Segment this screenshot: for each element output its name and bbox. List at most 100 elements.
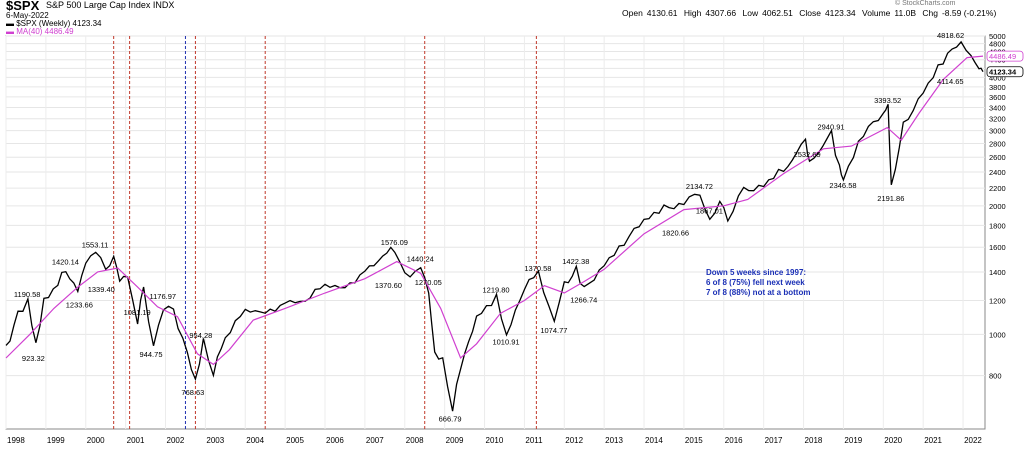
price-series-line	[5, 40, 984, 412]
x-tick-label: 2005	[286, 436, 304, 445]
x-tick-label: 2019	[844, 436, 862, 445]
peak-label: 1420.14	[52, 257, 79, 266]
x-tick-label: 2018	[805, 436, 823, 445]
legend-price: ▬ $SPX (Weekly) 4123.34	[6, 19, 102, 28]
peak-label: 3393.52	[874, 96, 901, 105]
x-tick-label: 2002	[167, 436, 185, 445]
y-tick-label: 1600	[989, 243, 1006, 252]
x-tick-label: 2017	[765, 436, 783, 445]
peak-label: 1553.11	[82, 241, 109, 250]
x-tick-label: 2004	[246, 436, 264, 445]
peak-label: 2532.69	[794, 150, 821, 159]
x-tick-label: 2009	[446, 436, 464, 445]
y-tick-label: 1800	[989, 221, 1006, 230]
y-tick-label: 4000	[989, 73, 1006, 82]
peak-labels: 1190.58 923.32 1420.14 1233.66 1553.11 1339.4…	[14, 31, 964, 424]
peak-label: 1370.60	[375, 281, 402, 290]
x-tick-label: 2001	[127, 436, 145, 445]
annotation-line-3: 7 of 8 (88%) not at a bottom	[706, 288, 811, 297]
legend-price-text: $SPX (Weekly) 4123.34	[16, 19, 102, 28]
annotation-line-1: Down 5 weeks since 1997:	[706, 268, 807, 277]
peak-label: 1081.19	[124, 308, 151, 317]
close-label: Close	[799, 8, 821, 18]
y-axis: 800 1000 1200 1400 1600 1800 2000 2200 2400 2600 2…	[986, 32, 1024, 381]
x-tick-label: 2003	[206, 436, 224, 445]
x-axis: 1998 1999 2000 2001 2002 2003 2004 2005 2006 2007…	[7, 436, 982, 445]
peak-label: 954.28	[189, 331, 212, 340]
peak-label: 1440.24	[407, 255, 434, 264]
y-tick-label: 2000	[989, 202, 1006, 211]
peak-label: 1010.91	[492, 337, 519, 346]
peak-label: 1576.09	[381, 238, 408, 247]
source-watermark: © StockCharts.com	[895, 0, 956, 7]
x-tick-label: 2015	[685, 436, 703, 445]
y-tick-label: 3800	[989, 83, 1006, 92]
y-tick-label: 2400	[989, 168, 1006, 177]
x-tick-label: 2022	[964, 436, 982, 445]
y-tick-label: 800	[989, 372, 1002, 381]
y-tick-label: 2600	[989, 153, 1006, 162]
low-value: 4062.51	[762, 8, 793, 18]
peak-label: 2346.58	[829, 181, 856, 190]
y-tick-label: 3600	[989, 93, 1006, 102]
peak-label: 1270.05	[415, 278, 442, 287]
peak-label: 768.63	[181, 388, 204, 397]
x-tick-label: 2014	[645, 436, 663, 445]
high-label: High	[683, 8, 702, 18]
annotation-line-2: 6 of 8 (75%) fell next week	[706, 278, 805, 287]
chart-date: 6-May-2022	[6, 11, 49, 20]
y-tick-label: 2800	[989, 139, 1006, 148]
peak-label: 1219.80	[482, 285, 509, 294]
x-tick-label: 2016	[725, 436, 743, 445]
x-tick-label: 2011	[525, 436, 543, 445]
y-tick-label: 3000	[989, 127, 1006, 136]
x-tick-label: 2006	[326, 436, 344, 445]
close-value: 4123.34	[824, 8, 856, 18]
x-tick-label: 2020	[884, 436, 902, 445]
low-label: Low	[742, 8, 759, 18]
x-tick-label: 2007	[366, 436, 384, 445]
open-value: 4130.61	[646, 8, 678, 18]
ma-value-tag	[986, 50, 1024, 62]
peak-label: 1867.01	[696, 207, 723, 216]
peak-label: 4114.65	[937, 77, 964, 86]
x-tick-label: 2021	[924, 436, 942, 445]
symbol: $SPX	[6, 0, 40, 13]
x-tick-label: 2000	[87, 436, 105, 445]
y-tick-label: 1000	[989, 330, 1006, 339]
y-tick-label: 1400	[989, 268, 1006, 277]
peak-label: 1233.66	[66, 300, 93, 309]
chg-label: Chg	[922, 8, 938, 18]
series-lines	[5, 40, 984, 412]
chart-header: $SPX S&P 500 Large Cap Index INDX 6-May-…	[0, 0, 1024, 36]
ohlc-readout: Open 4130.61 High 4307.66 Low 4062.51 Close…	[622, 8, 1000, 18]
y-tick-label: 5000	[989, 32, 1006, 41]
volume-label: Volume	[862, 8, 891, 18]
grid	[5, 35, 985, 429]
x-tick-label: 1998	[7, 436, 25, 445]
x-tick-label: 2010	[486, 436, 504, 445]
chg-value: -8.59 (-0.21%)	[941, 8, 997, 18]
x-tick-label: 1999	[47, 436, 65, 445]
y-tick-label: 2200	[989, 184, 1006, 193]
y-tick-label: 4800	[989, 40, 1006, 49]
legend-ma: ▬ MA(40) 4486.49	[6, 27, 74, 36]
price-value-tag-text: 4123.34	[989, 68, 1017, 77]
peak-label: 2191.86	[877, 194, 904, 203]
peak-label: 1176.97	[150, 292, 177, 301]
peak-label: 4818.62	[937, 31, 964, 40]
price-value-tag	[986, 66, 1024, 78]
index-description: S&P 500 Large Cap Index INDX	[46, 0, 175, 10]
peak-label: 666.79	[439, 414, 462, 423]
annotation-box: Down 5 weeks since 1997: 6 of 8 (75%) fe…	[706, 268, 810, 298]
peak-label: 1339.40	[88, 285, 115, 294]
x-tick-label: 2013	[605, 436, 623, 445]
legend-ma-text: MA(40) 4486.49	[16, 27, 74, 36]
y-tick-label: 3400	[989, 103, 1006, 112]
peak-label: 1422.38	[562, 257, 589, 266]
ma-value-tag-text: 4486.49	[989, 52, 1016, 61]
peak-label: 2134.72	[686, 182, 713, 191]
x-tick-label: 2012	[565, 436, 583, 445]
volume-value: 11.0B	[894, 8, 916, 18]
peak-label: 944.75	[140, 350, 163, 359]
